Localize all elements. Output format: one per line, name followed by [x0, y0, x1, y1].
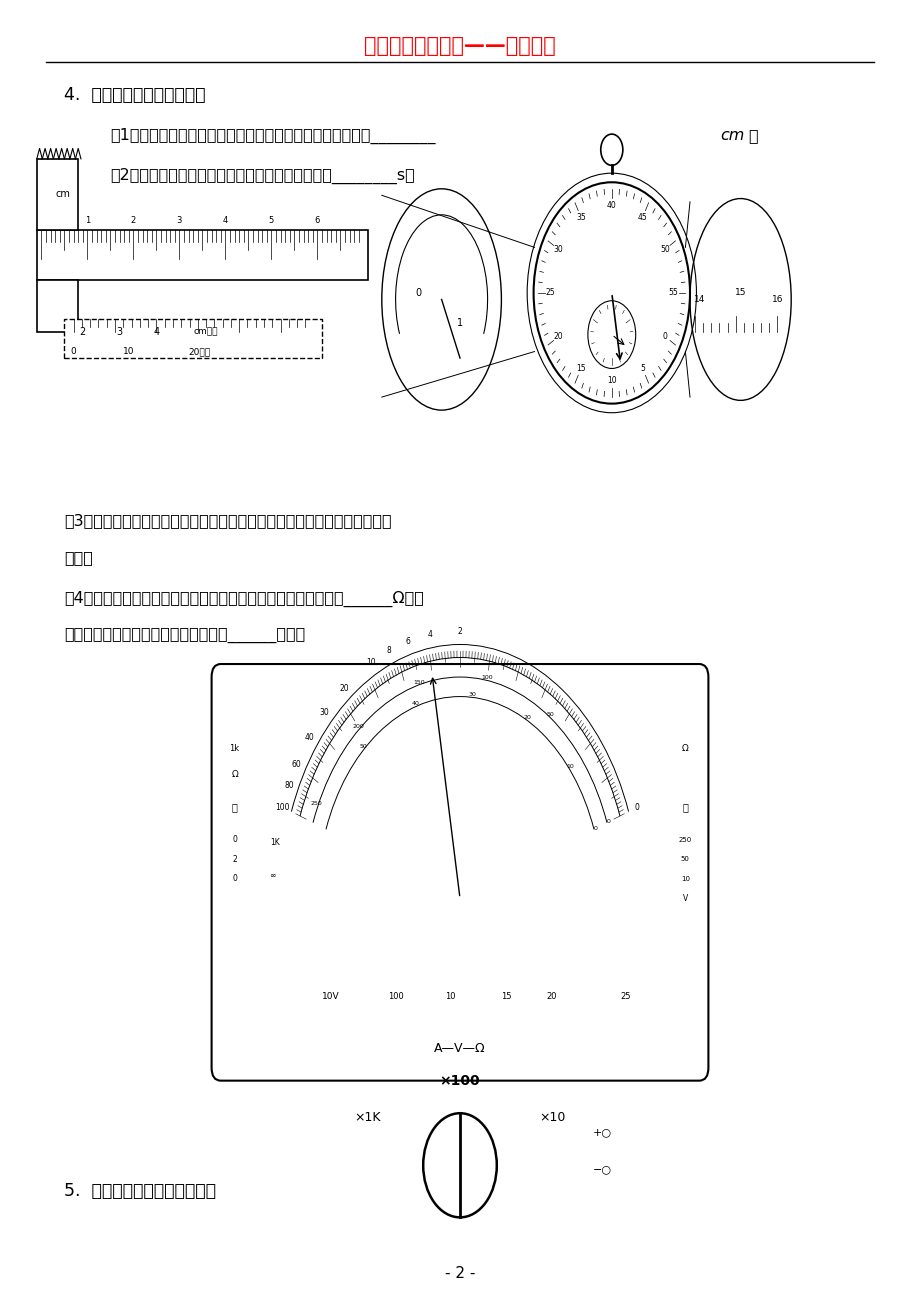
Text: Ω: Ω — [231, 771, 238, 779]
Text: - 2 -: - 2 - — [444, 1266, 475, 1281]
Text: 20: 20 — [546, 992, 557, 1000]
Text: 50: 50 — [660, 245, 669, 254]
Text: ～: ～ — [682, 802, 687, 812]
Text: 100: 100 — [275, 802, 289, 811]
Text: 1: 1 — [457, 318, 462, 328]
FancyBboxPatch shape — [211, 664, 708, 1081]
Bar — [37, 280, 78, 332]
Text: 1k: 1k — [229, 745, 240, 753]
Text: 5.  如图各表示一个演示实验：: 5. 如图各表示一个演示实验： — [64, 1182, 216, 1200]
Text: 2: 2 — [130, 216, 136, 225]
Text: 想测量更精确些，选择开关应选欧姆挡______位置．: 想测量更精确些，选择开关应选欧姆挡______位置． — [64, 628, 305, 643]
Text: 4.  读出下列测量仪器的示数: 4. 读出下列测量仪器的示数 — [64, 86, 206, 104]
Text: ×1K: ×1K — [355, 1111, 380, 1124]
Text: 0: 0 — [607, 819, 610, 824]
Text: 50: 50 — [680, 857, 689, 862]
Text: −○: −○ — [593, 1164, 611, 1174]
Text: ～: ～ — [232, 802, 237, 812]
Text: 5: 5 — [268, 216, 274, 225]
Text: cm: cm — [720, 128, 743, 143]
Text: （2）用机械表测定时间，示数如图所示，则读数为________s．: （2）用机械表测定时间，示数如图所示，则读数为________s． — [110, 168, 414, 184]
Text: 40: 40 — [411, 702, 419, 707]
Text: 10: 10 — [123, 348, 134, 355]
Text: 25: 25 — [619, 992, 630, 1000]
Text: 0: 0 — [593, 825, 597, 831]
Text: （1）用游标卡尺测量工件的厚度，示数如图所示，则读数为________: （1）用游标卡尺测量工件的厚度，示数如图所示，则读数为________ — [110, 128, 436, 143]
Text: （3）多用表的红、黑两个测试笔短头分别插入表盖正负孔中，红表笔应插入: （3）多用表的红、黑两个测试笔短头分别插入表盖正负孔中，红表笔应插入 — [64, 513, 391, 529]
Text: 10: 10 — [607, 376, 616, 384]
Text: Ω: Ω — [681, 745, 688, 753]
Text: 40: 40 — [304, 733, 314, 742]
Text: V: V — [682, 894, 687, 902]
Text: 20: 20 — [339, 684, 348, 693]
Text: 250: 250 — [678, 837, 691, 842]
Text: 0: 0 — [634, 802, 639, 811]
Text: 2: 2 — [457, 628, 462, 635]
Text: 6: 6 — [405, 637, 410, 646]
Bar — [64, 319, 322, 358]
Text: 20: 20 — [523, 715, 531, 720]
Text: 10: 10 — [680, 876, 689, 881]
Text: 50: 50 — [359, 743, 367, 749]
Text: 10: 10 — [445, 992, 456, 1000]
Text: 45: 45 — [637, 214, 647, 221]
Text: 16: 16 — [771, 296, 782, 303]
Text: 6: 6 — [314, 216, 320, 225]
Text: 30: 30 — [553, 245, 562, 254]
Bar — [37, 159, 78, 230]
Text: 100: 100 — [482, 676, 493, 681]
Text: A—V—Ω: A—V—Ω — [434, 1042, 485, 1055]
Text: 0: 0 — [232, 836, 237, 844]
Text: 15: 15 — [575, 365, 585, 372]
Text: +○: +○ — [593, 1128, 611, 1138]
Text: 高考创新思维训练——物理实验: 高考创新思维训练——物理实验 — [364, 35, 555, 56]
Text: 40: 40 — [607, 202, 616, 210]
Text: 60: 60 — [291, 760, 301, 769]
Text: ∞: ∞ — [268, 871, 275, 880]
Text: 30: 30 — [468, 693, 476, 698]
Text: 10: 10 — [566, 764, 573, 769]
Text: 35: 35 — [575, 214, 585, 221]
Text: 3: 3 — [176, 216, 182, 225]
Text: 80: 80 — [284, 781, 293, 790]
Text: 4: 4 — [153, 327, 159, 337]
Text: 3: 3 — [117, 327, 122, 337]
Text: 200: 200 — [352, 724, 364, 729]
Text: 插孔．: 插孔． — [64, 549, 93, 565]
Text: 150: 150 — [413, 680, 425, 685]
Text: （4）用多用表欧姆挡测量某电阻值的示数如图所示，则电阻值为______Ω，若: （4）用多用表欧姆挡测量某电阻值的示数如图所示，则电阻值为______Ω，若 — [64, 591, 424, 607]
Text: 4: 4 — [427, 630, 433, 639]
Text: 0: 0 — [662, 332, 667, 341]
Text: 1K: 1K — [270, 838, 280, 848]
Text: 2: 2 — [232, 855, 237, 863]
Text: 10V: 10V — [322, 992, 340, 1000]
Text: ×100: ×100 — [439, 1074, 480, 1087]
Text: 20游标: 20游标 — [188, 348, 210, 355]
Text: 15: 15 — [734, 289, 745, 297]
Text: 0: 0 — [232, 875, 237, 883]
Text: ×10: ×10 — [539, 1111, 564, 1124]
Text: 2: 2 — [80, 327, 85, 337]
Text: 4: 4 — [222, 216, 228, 225]
Text: 14: 14 — [693, 296, 704, 303]
Text: ．: ． — [747, 128, 756, 143]
Text: 0: 0 — [71, 348, 76, 355]
Text: 100: 100 — [387, 992, 403, 1000]
Text: 10: 10 — [367, 659, 376, 667]
Bar — [37, 230, 368, 280]
Text: 0: 0 — [415, 288, 421, 298]
Text: 55: 55 — [668, 289, 677, 297]
Text: cm主尺: cm主尺 — [193, 328, 218, 336]
Text: 50: 50 — [546, 712, 554, 717]
Text: 20: 20 — [553, 332, 562, 341]
Text: 15: 15 — [500, 992, 511, 1000]
Text: 8: 8 — [387, 646, 391, 655]
Text: 30: 30 — [319, 708, 329, 717]
Text: 5: 5 — [640, 365, 644, 372]
Text: cm: cm — [55, 189, 70, 199]
Text: 25: 25 — [545, 289, 554, 297]
Text: 1: 1 — [85, 216, 90, 225]
Text: 250: 250 — [311, 801, 323, 806]
